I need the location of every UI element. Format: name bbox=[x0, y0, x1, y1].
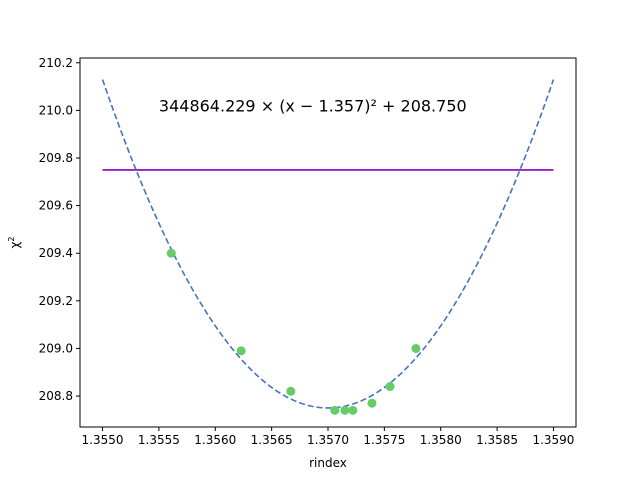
y-tick-label: 209.4 bbox=[39, 246, 73, 260]
data-point bbox=[367, 398, 377, 408]
y-tick-label: 210.2 bbox=[39, 56, 73, 70]
data-point bbox=[286, 386, 296, 396]
y-axis-label-superscript: 2 bbox=[7, 236, 16, 241]
data-point bbox=[385, 382, 395, 392]
y-tick-label: 209.0 bbox=[39, 341, 73, 355]
y-tick-label: 210.0 bbox=[39, 103, 73, 117]
y-tick-label: 209.2 bbox=[39, 294, 73, 308]
data-point bbox=[166, 248, 176, 258]
fit-equation-annotation: 344864.229 × (x − 1.357)² + 208.750 bbox=[159, 96, 467, 115]
x-tick-label: 1.3560 bbox=[194, 433, 236, 447]
y-axis-label-base: χ bbox=[8, 242, 22, 249]
y-axis-label: χ2 bbox=[7, 236, 22, 248]
data-point bbox=[348, 405, 358, 415]
series-layer bbox=[101, 79, 555, 415]
data-point bbox=[340, 405, 350, 415]
x-tick-label: 1.3565 bbox=[251, 433, 293, 447]
x-tick-label: 1.3570 bbox=[307, 433, 349, 447]
x-tick-label: 1.3555 bbox=[138, 433, 180, 447]
data-point bbox=[236, 346, 246, 356]
y-tick-label: 209.8 bbox=[39, 151, 73, 165]
x-tick-label: 1.3580 bbox=[420, 433, 462, 447]
x-tick-label: 1.3590 bbox=[532, 433, 574, 447]
x-tick-label: 1.3575 bbox=[363, 433, 405, 447]
x-tick-label: 1.3550 bbox=[82, 433, 124, 447]
plot-background bbox=[80, 58, 576, 427]
x-tick-label: 1.3585 bbox=[476, 433, 518, 447]
y-tick-label: 208.8 bbox=[39, 389, 73, 403]
axes-layer: 1.3550 1.3555 1.3560 1.3565 1.3570 1.3575 1.35… bbox=[39, 56, 577, 447]
data-point bbox=[411, 343, 421, 353]
y-tick-label: 209.6 bbox=[39, 199, 73, 213]
fit-curve bbox=[101, 79, 555, 409]
x-axis-label: rindex bbox=[309, 456, 347, 470]
data-point bbox=[330, 405, 340, 415]
